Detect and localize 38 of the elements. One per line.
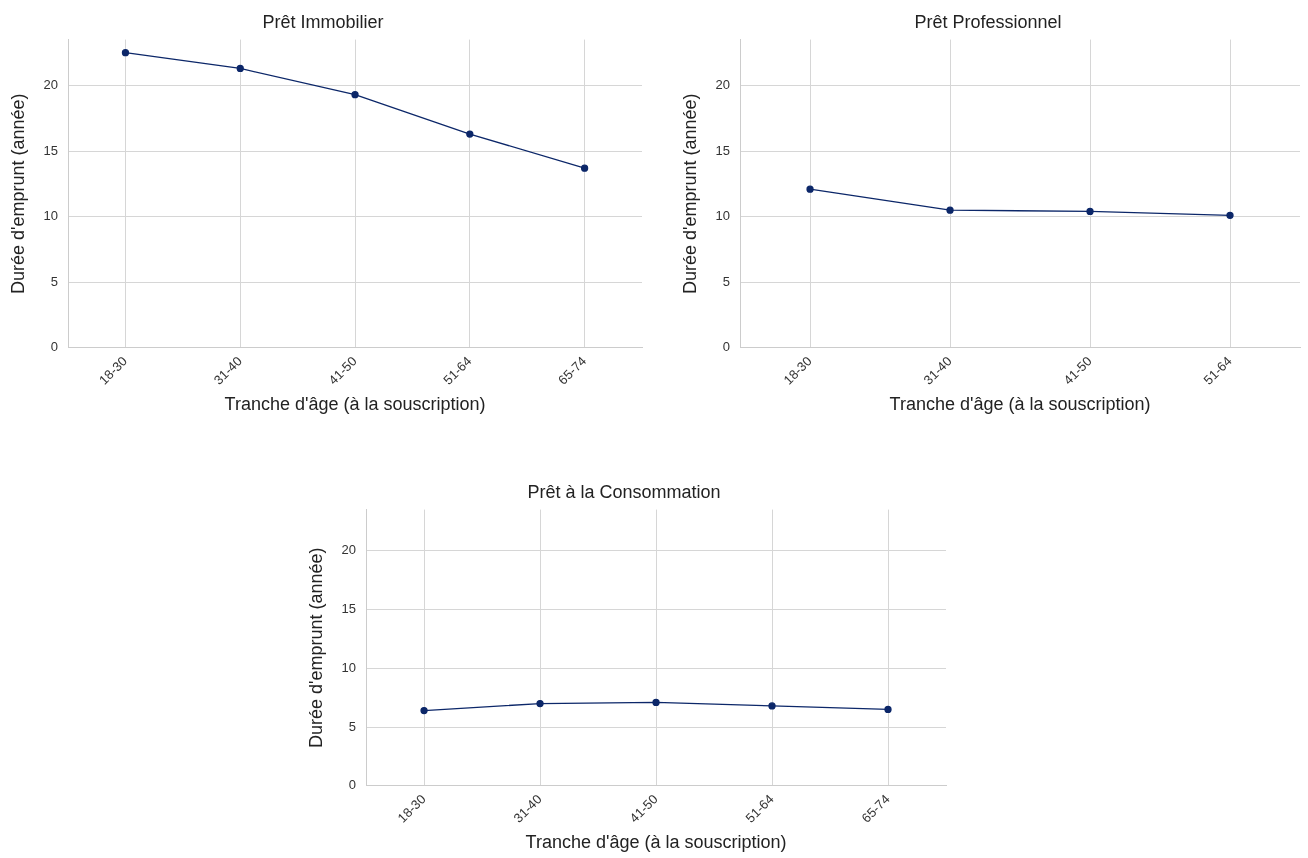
point xyxy=(946,206,954,214)
y-tick-label: 10 xyxy=(715,208,731,224)
y-axis-title: Durée d'emprunt (année) xyxy=(7,93,28,295)
y-tick-label: 10 xyxy=(43,208,59,224)
chart-title: Prêt Immobilier xyxy=(262,11,384,32)
point xyxy=(884,705,892,714)
y-axis-title: Durée d'emprunt (année) xyxy=(305,547,326,749)
y-tick-label: 20 xyxy=(43,77,59,93)
y-tick-label: 0 xyxy=(348,777,357,793)
chart-title: Prêt Professionnel xyxy=(914,11,1062,32)
point xyxy=(466,130,474,138)
x-axis-title: Tranche d'âge (à la souscription) xyxy=(224,394,486,415)
point xyxy=(768,702,776,710)
y-tick-label: 15 xyxy=(341,601,357,617)
x-axis-title: Tranche d'âge (à la souscription) xyxy=(889,394,1151,415)
chart-title: Prêt à la Consommation xyxy=(527,481,721,502)
point xyxy=(1226,211,1234,220)
point xyxy=(420,706,428,715)
y-axis-title: Durée d'emprunt (année) xyxy=(679,93,700,295)
y-tick-label: 20 xyxy=(341,542,357,558)
point xyxy=(652,698,660,707)
point xyxy=(536,699,544,708)
y-tick-label: 10 xyxy=(341,659,357,675)
y-tick-label: 0 xyxy=(722,339,731,355)
x-axis-title: Tranche d'âge (à la souscription) xyxy=(525,832,787,853)
y-tick-label: 5 xyxy=(50,273,59,289)
point xyxy=(1086,207,1094,216)
point xyxy=(580,164,589,172)
y-tick-label: 15 xyxy=(715,142,731,158)
point xyxy=(121,49,130,57)
point xyxy=(806,185,814,193)
y-tick-label: 0 xyxy=(50,339,59,355)
y-tick-label: 20 xyxy=(715,77,731,93)
point xyxy=(351,91,359,99)
y-tick-label: 5 xyxy=(348,718,357,734)
y-tick-label: 15 xyxy=(43,142,59,158)
point xyxy=(236,64,244,73)
y-tick-label: 5 xyxy=(722,273,731,289)
